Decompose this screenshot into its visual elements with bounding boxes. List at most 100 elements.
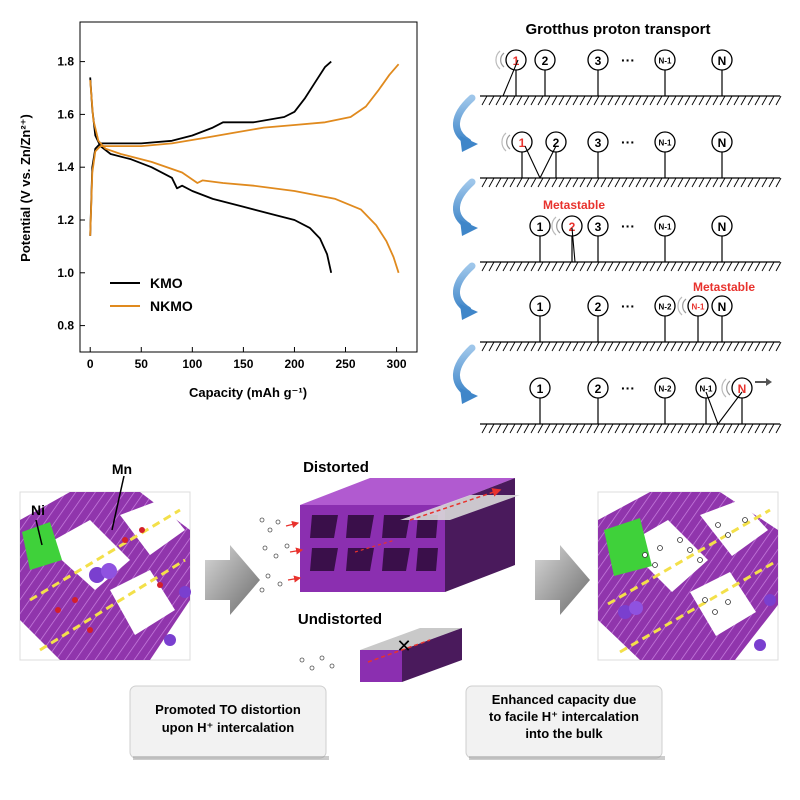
proton-site xyxy=(695,377,717,399)
proton-site xyxy=(654,49,676,71)
proton-site xyxy=(731,377,753,399)
proton-site xyxy=(587,295,609,317)
x-tick-label: 100 xyxy=(182,357,202,371)
proton-site xyxy=(711,131,733,153)
step-arrow-4 xyxy=(453,344,476,398)
proton-index: 1 xyxy=(537,220,544,234)
proton-row-5: 1 2 ··· N-2 N-1 N xyxy=(480,377,782,434)
proton-site xyxy=(587,377,609,399)
y-axis-ticks: 0.8 1.0 1.2 1.4 1.6 1.8 xyxy=(57,55,85,333)
proton-site xyxy=(545,131,567,153)
proton-index: 2 xyxy=(595,382,602,396)
y-tick-label: 0.8 xyxy=(57,319,74,333)
proton-site xyxy=(505,49,527,71)
step-arrow-2 xyxy=(453,178,476,230)
proton-index: 3 xyxy=(595,220,602,234)
metastable-label-1: Metastable xyxy=(543,198,605,212)
proton-index: N xyxy=(718,136,727,150)
kmo-crystal-structure: Mn Ni xyxy=(19,461,191,661)
proton-index: N xyxy=(718,300,727,314)
proton-index: N-1 xyxy=(659,57,672,66)
kmo-discharge-curve xyxy=(89,77,333,273)
caption-left-line2: upon H⁺ intercalation xyxy=(162,720,295,735)
proton-site xyxy=(511,131,533,153)
y-tick-label: 1.6 xyxy=(57,107,74,121)
metastable-label-2: Metastable xyxy=(693,280,755,294)
proton-site xyxy=(587,49,609,71)
undistorted-label: Undistorted xyxy=(298,611,382,628)
proton-index: 2 xyxy=(569,220,576,234)
proton-index: 1 xyxy=(537,382,544,396)
proton-rows: 1 2 3 ··· N-1 N 1 2 3 ··· N-1 N 1 2 3 ··· N-1 N 1 2 ··· N-2 N-… xyxy=(480,49,782,434)
proton-index: N xyxy=(718,54,727,68)
proton-index: 2 xyxy=(553,136,560,150)
proton-site xyxy=(534,49,556,71)
proton-index: 2 xyxy=(542,54,549,68)
distorted-tunnel-block: Distorted xyxy=(259,459,520,593)
mechanism-panel: Mn Ni Distorted xyxy=(19,459,779,682)
proton-site xyxy=(654,131,676,153)
proton-index: 1 xyxy=(513,54,520,68)
step-arrow-1 xyxy=(453,94,476,146)
proton-site xyxy=(529,215,551,237)
proton-site xyxy=(529,377,551,399)
caption-right-line3: into the bulk xyxy=(525,726,603,741)
proton-site xyxy=(654,377,676,399)
proton-row-3: 1 2 3 ··· N-1 N xyxy=(480,215,782,272)
ellipsis: ··· xyxy=(621,134,635,150)
ni-octahedron xyxy=(22,522,62,570)
proton-site xyxy=(654,295,676,317)
proton-index: N-1 xyxy=(692,303,705,312)
x-tick-label: 250 xyxy=(335,357,355,371)
proton-row-1: 1 2 3 ··· N-1 N xyxy=(480,49,782,106)
proton-index: 3 xyxy=(595,54,602,68)
discharge-charge-chart: 0.8 1.0 1.2 1.4 1.6 1.8 0 50 100 150 200 250 300 Ca… xyxy=(18,21,418,400)
y-axis-label: Potential (V vs. Zn/Zn²⁺) xyxy=(18,114,33,262)
proton-site xyxy=(587,215,609,237)
proton-site xyxy=(587,131,609,153)
grotthuss-panel: Grotthus proton transport 1 2 3 ··· N-1 N 1 2 3 ·… xyxy=(453,21,782,434)
ni-label: Ni xyxy=(31,502,45,518)
proton-site xyxy=(529,295,551,317)
x-tick-label: 300 xyxy=(387,357,407,371)
proton-row-4: 1 2 ··· N-2 N-1 N xyxy=(480,295,782,352)
proton-index: 1 xyxy=(537,300,544,314)
chart-series xyxy=(89,60,400,274)
nkmo-crystal-structure xyxy=(597,491,779,661)
y-tick-label: 1.8 xyxy=(57,55,74,69)
caption-left: Promoted TO distortion upon H⁺ intercala… xyxy=(129,685,329,760)
proton-site xyxy=(711,49,733,71)
proton-site xyxy=(654,215,676,237)
proton-index: N-2 xyxy=(659,385,672,394)
ellipsis: ··· xyxy=(621,218,635,234)
y-tick-label: 1.2 xyxy=(57,213,74,227)
proton-site xyxy=(711,295,733,317)
step-arrows xyxy=(453,94,478,404)
kmo-charge-curve xyxy=(89,60,332,236)
proton-index: N xyxy=(718,220,727,234)
proton-site xyxy=(687,295,709,317)
step-arrow-3 xyxy=(453,262,476,314)
x-axis-ticks: 0 50 100 150 200 250 300 xyxy=(87,347,407,371)
proton-index: N xyxy=(738,382,747,396)
proton-index: N-2 xyxy=(659,303,672,312)
blocked-icon: ✕ xyxy=(396,636,411,656)
legend-label-nkmo: NKMO xyxy=(150,298,193,314)
process-arrow-left xyxy=(205,545,260,615)
chart-legend: KMO NKMO xyxy=(110,275,193,314)
caption-right: Enhanced capacity due to facile H⁺ inter… xyxy=(465,685,665,760)
y-tick-label: 1.4 xyxy=(57,160,74,174)
ellipsis: ··· xyxy=(621,52,635,68)
legend-label-kmo: KMO xyxy=(150,275,183,291)
process-arrow-right xyxy=(535,545,590,615)
caption-left-line1: Promoted TO distortion xyxy=(155,702,301,717)
proton-index: N-1 xyxy=(659,223,672,232)
x-tick-label: 200 xyxy=(284,357,304,371)
proton-index: 3 xyxy=(595,136,602,150)
proton-row-2: 1 2 3 ··· N-1 N xyxy=(480,131,782,188)
proton-index: 2 xyxy=(595,300,602,314)
undistorted-tunnel: Undistorted ✕ xyxy=(298,611,462,682)
x-tick-label: 150 xyxy=(233,357,253,371)
y-tick-label: 1.0 xyxy=(57,266,74,280)
